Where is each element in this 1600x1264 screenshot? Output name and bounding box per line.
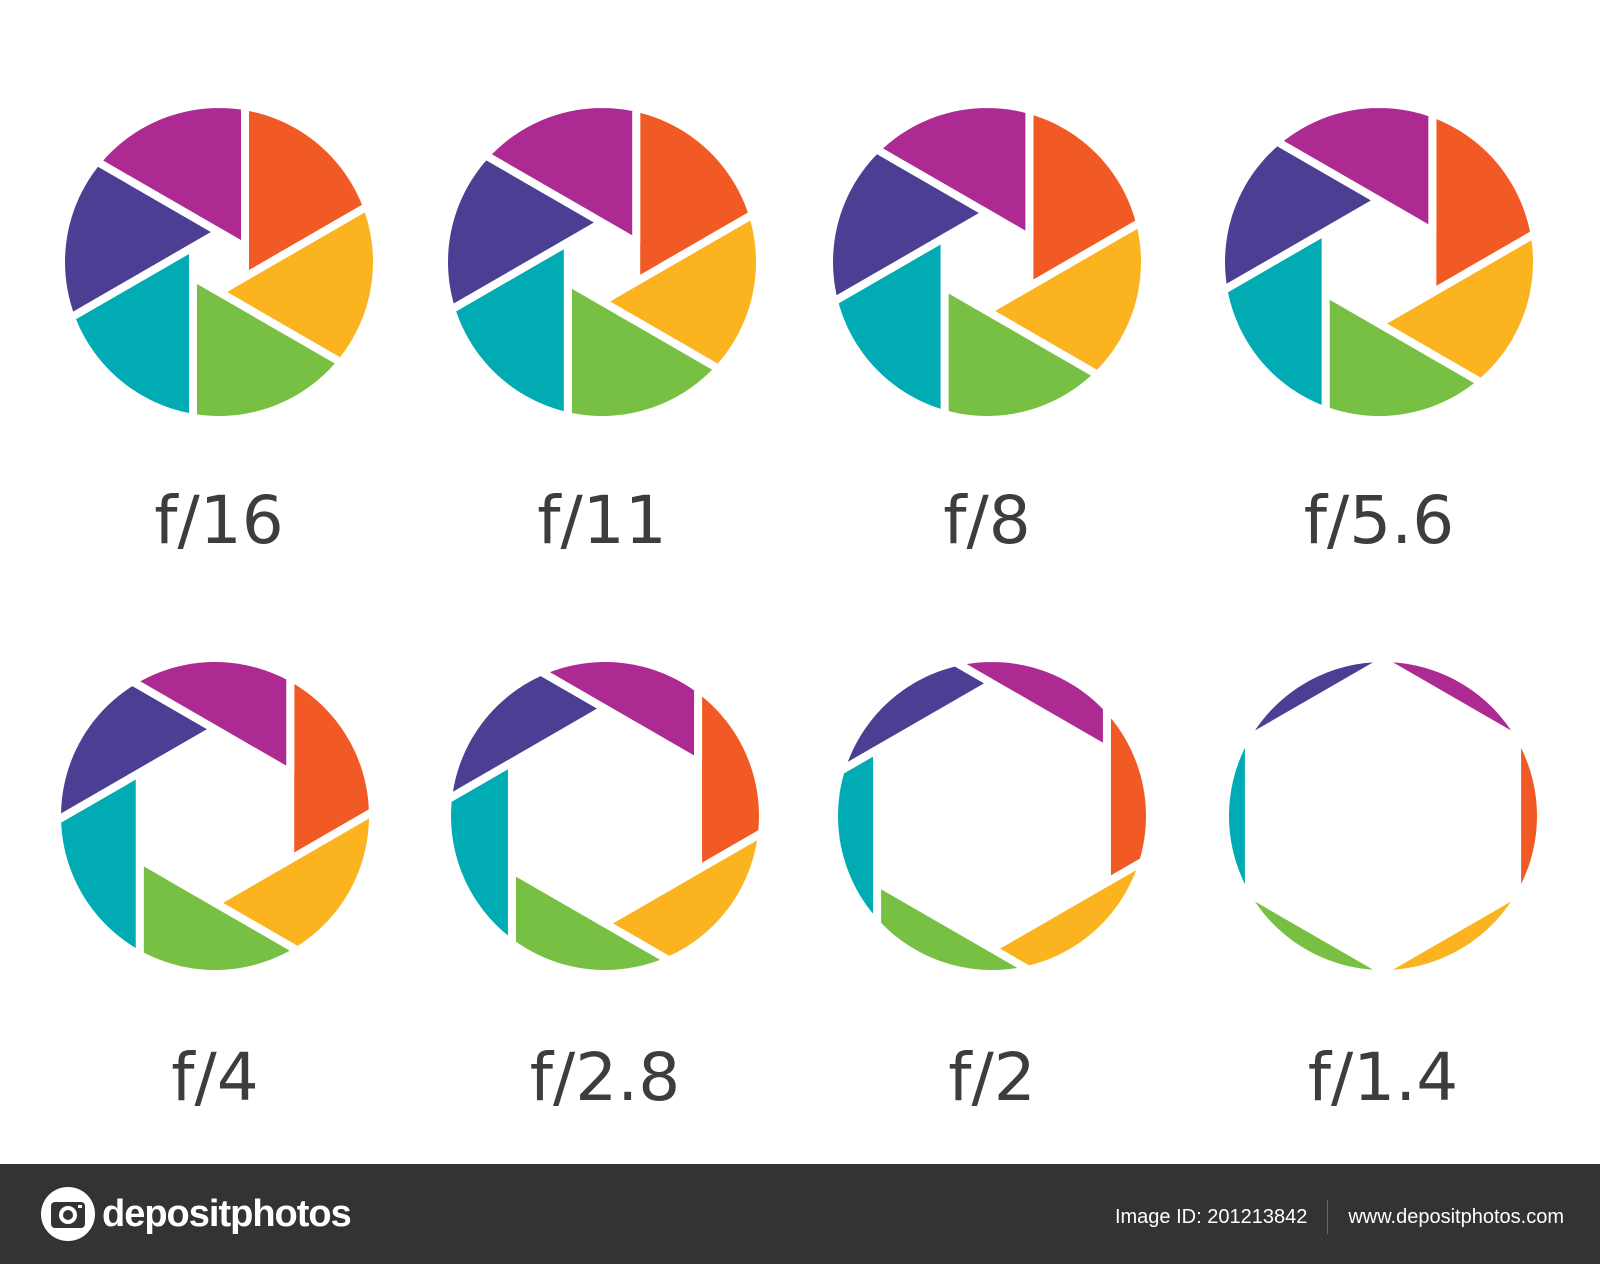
aperture-blade — [211, 807, 377, 955]
aperture-blade — [1239, 654, 1387, 746]
aperture-blade — [135, 855, 302, 978]
aperture-0 — [57, 100, 381, 424]
camera-logo-icon — [41, 1187, 95, 1241]
aperture-label: f/8 — [943, 482, 1031, 559]
aperture-label: f/11 — [537, 482, 667, 559]
aperture-blade — [983, 218, 1149, 379]
aperture-blade — [988, 857, 1148, 974]
aperture-blade — [447, 238, 572, 421]
aperture-label: f/1.4 — [1307, 1039, 1459, 1116]
aperture-6 — [830, 654, 1154, 978]
aperture-blade — [128, 654, 295, 777]
aperture-blade — [481, 100, 641, 247]
aperture-blade — [1513, 728, 1545, 898]
aperture-label: f/2 — [948, 1039, 1036, 1116]
aperture-blade — [563, 277, 723, 424]
aperture-blade — [93, 100, 249, 251]
aperture-blade — [951, 654, 1111, 754]
aperture-blade — [825, 145, 991, 306]
aperture-5 — [443, 654, 767, 978]
image-id: Image ID: 201213842 — [1114, 1205, 1308, 1228]
aperture-4 — [53, 654, 377, 978]
aperture-blade — [873, 878, 1033, 978]
aperture-blade — [286, 673, 377, 864]
aperture-blade — [57, 157, 223, 322]
aperture-2 — [825, 100, 1149, 424]
aperture-blade — [872, 100, 1034, 242]
aperture-blade — [1379, 886, 1527, 978]
aperture-label: f/2.8 — [529, 1039, 681, 1116]
aperture-blade — [53, 677, 219, 825]
brand-name: depositphotos — [102, 1192, 352, 1235]
aperture-blade — [507, 865, 674, 978]
aperture-blade — [830, 745, 882, 929]
aperture-blade — [241, 102, 371, 282]
aperture-7 — [1221, 654, 1545, 978]
aperture-blade — [940, 282, 1102, 424]
aperture-blade — [536, 654, 703, 767]
aperture-blade — [1272, 100, 1437, 236]
aperture-blade — [443, 758, 516, 948]
aperture-blade — [601, 828, 767, 965]
aperture-grid: f/16 f/11 f/8 f/5.6 f/4 f/2.8 f/2 f/1.4 — [53, 100, 1545, 1116]
aperture-blade — [189, 273, 345, 424]
aperture-blade — [1373, 654, 1522, 743]
aperture-1 — [440, 100, 764, 424]
aperture-blade — [1321, 288, 1486, 424]
aperture-illustrations — [53, 100, 1545, 978]
brand-logo[interactable]: depositphotos — [40, 1186, 352, 1242]
divider — [1327, 1200, 1329, 1234]
aperture-blade — [1102, 703, 1154, 887]
aperture-blade — [67, 242, 197, 422]
aperture-label: f/5.6 — [1303, 482, 1455, 559]
aperture-blade — [694, 684, 767, 874]
website-link[interactable]: www.depositphotos.com — [1348, 1205, 1564, 1228]
aperture-blade — [440, 151, 606, 314]
aperture-blade — [215, 202, 381, 367]
aperture-3 — [1217, 100, 1541, 424]
aperture-blade — [836, 658, 996, 775]
aperture-blade — [632, 103, 757, 286]
footer-bar: depositphotos Image ID: 201213842 www.de… — [0, 1164, 1600, 1264]
aperture-blade — [1244, 889, 1393, 978]
aperture-blade — [53, 768, 144, 959]
aperture-label: f/16 — [154, 482, 284, 559]
image-info: Image ID: 201213842 www.depositphotos.co… — [1115, 1200, 1564, 1234]
aperture-blade — [598, 210, 764, 373]
aperture-blade — [1221, 734, 1253, 904]
aperture-blade — [1025, 105, 1145, 291]
aperture-blade — [829, 233, 949, 419]
aperture-label: f/4 — [171, 1039, 259, 1116]
aperture-blade — [443, 667, 609, 804]
